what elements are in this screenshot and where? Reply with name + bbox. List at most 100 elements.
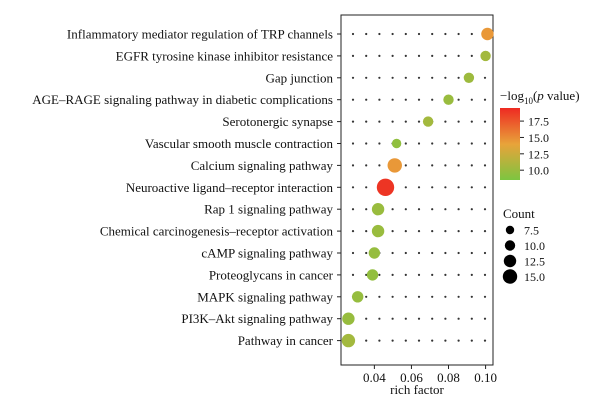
category-label: Chemical carcinogenesis–receptor activat…: [100, 224, 334, 239]
grid-dot: [351, 251, 355, 255]
grid-dot: [365, 120, 368, 123]
grid-dot: [351, 54, 355, 58]
size-legend-label: 12.5: [524, 255, 545, 269]
grid-dot: [444, 251, 447, 255]
grid-dot: [483, 120, 487, 123]
grid-dot: [404, 230, 407, 233]
grid-dot: [470, 120, 473, 123]
grid-dot: [470, 32, 473, 36]
grid-dot: [391, 317, 394, 320]
data-point: [387, 158, 402, 173]
grid-dot: [378, 76, 381, 79]
grid-dot: [444, 186, 447, 189]
grid-dot: [351, 208, 355, 211]
grid-dot: [391, 120, 394, 123]
grid-dot: [444, 273, 447, 276]
grid-dot: [431, 251, 434, 255]
grid-dot: [470, 339, 473, 342]
category-label: Calcium signaling pathway: [191, 158, 334, 173]
grid-dot: [417, 120, 421, 123]
grid-dot: [365, 230, 368, 233]
grid-dot: [404, 164, 407, 167]
grid-dot: [457, 142, 460, 145]
grid-dot: [365, 339, 368, 342]
grid-dot: [417, 317, 421, 320]
grid-dot: [470, 273, 473, 276]
grid-dot: [351, 230, 355, 233]
data-point: [368, 247, 381, 259]
color-legend-tick-label: 10.0: [528, 164, 549, 178]
grid-dot: [365, 208, 368, 211]
plot-frame: [340, 14, 494, 366]
grid-dot: [391, 251, 394, 255]
grid-dot: [417, 339, 421, 342]
grid-dot: [444, 120, 447, 123]
grid-dot: [378, 339, 381, 342]
grid-dot: [457, 120, 460, 123]
grid-dot: [483, 76, 487, 79]
grid-dot: [365, 32, 368, 36]
grid-dot: [470, 251, 473, 255]
grid-dot: [431, 230, 434, 233]
category-label: Gap junction: [265, 70, 333, 85]
grid-dot: [365, 54, 368, 58]
grid-dot: [404, 295, 407, 298]
grid-dot: [417, 32, 421, 36]
grid-dot: [378, 98, 381, 101]
data-point: [391, 138, 402, 149]
x-tick-label: 0.08: [437, 370, 460, 385]
data-point: [422, 116, 434, 127]
category-label: PI3K–Akt signaling pathway: [181, 311, 333, 326]
grid-dot: [404, 76, 407, 79]
grid-dot: [378, 164, 381, 167]
grid-dot: [417, 208, 421, 211]
grid-dot: [378, 317, 381, 320]
grid-dot: [457, 251, 460, 255]
grid-dot: [431, 164, 434, 167]
color-legend-tick-label: 15.0: [528, 131, 549, 145]
grid-dot: [444, 208, 447, 211]
grid-dot: [417, 54, 421, 58]
grid-dot: [404, 32, 407, 36]
size-legend-label: 7.5: [524, 224, 539, 238]
grid-dot: [365, 164, 368, 167]
grid-dot: [351, 273, 355, 276]
color-legend-tick-label: 12.5: [528, 147, 549, 161]
grid-dot: [404, 120, 407, 123]
grid-dot: [444, 142, 447, 145]
grid-dot: [431, 317, 434, 320]
grid-dot: [431, 142, 434, 145]
grid-dot: [431, 339, 434, 342]
grid-dot: [365, 142, 368, 145]
grid-dot: [470, 208, 473, 211]
grid-dot: [457, 76, 460, 79]
data-points: [341, 27, 494, 348]
grid-dot: [470, 98, 473, 101]
category-label: Pathway in cancer: [238, 333, 334, 348]
grid-dot: [404, 54, 407, 58]
grid-dot: [391, 273, 394, 276]
category-label: Serotonergic synapse: [222, 114, 333, 129]
data-point: [371, 203, 385, 216]
grid-dot: [378, 142, 381, 145]
category-label: Vascular smooth muscle contraction: [145, 136, 334, 151]
grid-dot: [378, 295, 381, 298]
grid-dot: [470, 295, 473, 298]
grid-dot: [365, 251, 368, 255]
grid-dot: [457, 186, 460, 189]
category-label: MAPK signaling pathway: [197, 289, 333, 304]
grid-dot: [431, 98, 434, 101]
grid-dot: [391, 98, 394, 101]
size-legend: Count 7.510.0 12.515.0: [502, 206, 545, 284]
color-legend-tick-label: 17.5: [528, 115, 549, 129]
grid-dot: [351, 32, 355, 36]
data-point: [342, 312, 355, 325]
grid-dot: [365, 98, 368, 101]
grid-dot: [470, 54, 473, 58]
grid-dot: [417, 186, 421, 189]
grid-dot: [351, 142, 355, 145]
grid-dot: [457, 98, 460, 101]
category-label: Inflammatory mediator regulation of TRP …: [67, 27, 333, 42]
grid-dot: [470, 142, 473, 145]
